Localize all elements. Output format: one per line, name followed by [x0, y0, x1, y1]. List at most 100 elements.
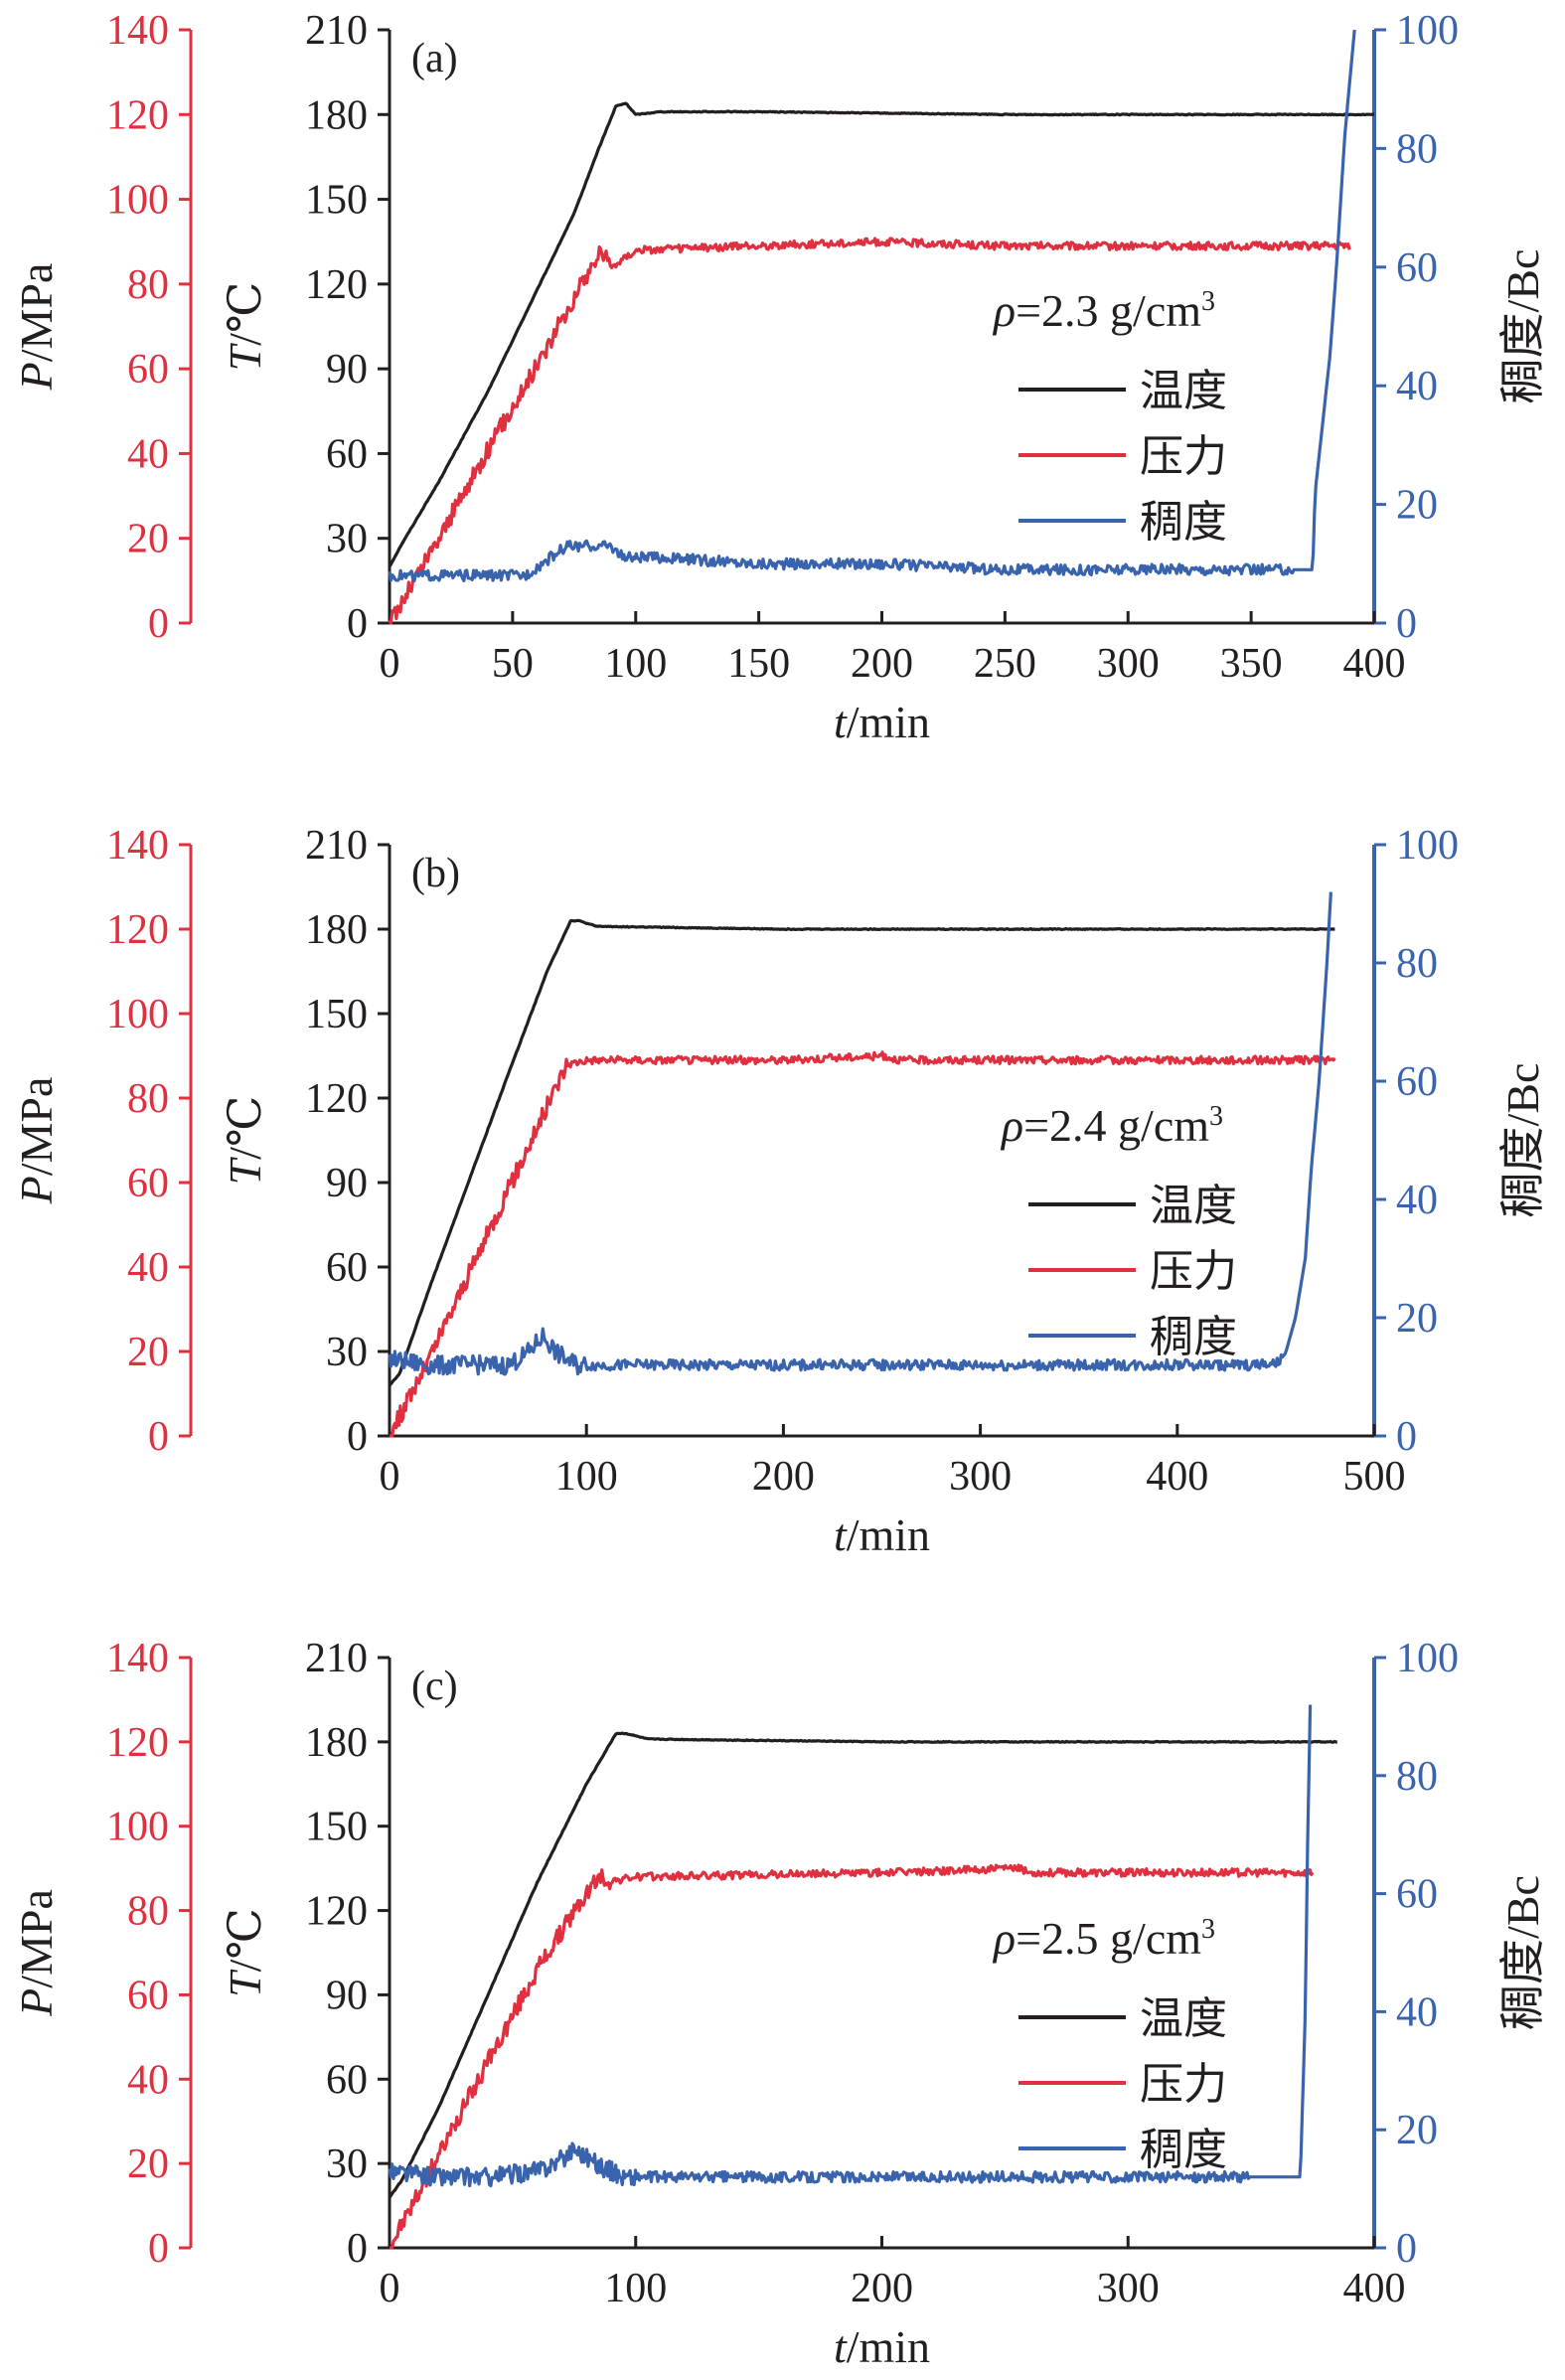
temperature-axis-title: T/℃ — [220, 1096, 270, 1186]
time-tick-label: 400 — [1146, 1454, 1208, 1500]
pressure-series-line — [389, 1050, 1336, 1438]
temperature-axis-title: T/℃ — [220, 1908, 270, 1997]
consistency-axis-title: 稠度/Bc — [1497, 249, 1548, 404]
consistency-tick-label: 0 — [1396, 601, 1417, 647]
pressure-tick-label: 140 — [106, 1636, 169, 1681]
time-tick-label: 250 — [974, 641, 1036, 687]
time-tick-label: 200 — [851, 641, 913, 687]
temperature-tick-label: 60 — [326, 1245, 368, 1291]
pressure-tick-label: 40 — [127, 431, 169, 477]
time-tick-label: 0 — [380, 2266, 400, 2311]
temperature-tick-label: 60 — [326, 2057, 368, 2103]
consistency-series-line — [388, 1704, 1313, 2188]
temperature-tick-label: 90 — [326, 1161, 368, 1206]
pressure-tick-label: 120 — [106, 92, 169, 138]
temperature-series-line — [388, 918, 1335, 1387]
temperature-axis-title: T/℃ — [220, 282, 270, 372]
temperature-tick-label: 90 — [326, 347, 368, 393]
consistency-tick-label: 60 — [1396, 245, 1438, 291]
pressure-tick-label: 20 — [127, 1330, 169, 1375]
chart-panel-a: 0 20 40 60 80 100 120 140 P/MPa 0 30 60 90 120 150 180 2… — [11, 8, 1548, 747]
legend-label-consistency: 稠度 — [1140, 2125, 1227, 2175]
legend-label-consistency: 稠度 — [1140, 497, 1227, 548]
temperature-tick-label: 180 — [305, 92, 368, 138]
time-tick-label: 100 — [555, 1454, 618, 1500]
pressure-axis-title: P/MPa — [11, 263, 62, 392]
temperature-tick-label: 30 — [326, 517, 368, 562]
panel-label: (c) — [411, 1664, 458, 1709]
temperature-tick-label: 60 — [326, 431, 368, 477]
temperature-tick-label: 150 — [305, 178, 368, 224]
legend-label-pressure: 压力 — [1150, 1246, 1237, 1297]
legend-label-temperature: 温度 — [1140, 366, 1227, 416]
pressure-tick-label: 100 — [106, 992, 169, 1037]
pressure-tick-label: 80 — [127, 262, 169, 308]
pressure-tick-label: 20 — [127, 517, 169, 562]
pressure-tick-label: 0 — [148, 2226, 169, 2272]
time-axis-title: t/min — [834, 697, 930, 747]
pressure-tick-label: 100 — [106, 1805, 169, 1850]
legend-label-pressure: 压力 — [1140, 431, 1227, 482]
consistency-tick-label: 80 — [1396, 1754, 1438, 1800]
time-axis-title: t/min — [834, 2321, 930, 2372]
pressure-tick-label: 0 — [148, 1414, 169, 1460]
time-tick-label: 300 — [1097, 641, 1160, 687]
consistency-series-line — [388, 29, 1356, 583]
consistency-tick-label: 100 — [1396, 823, 1459, 869]
time-tick-label: 300 — [949, 1454, 1012, 1500]
consistency-tick-label: 80 — [1396, 126, 1438, 172]
consistency-tick-label: 40 — [1396, 1178, 1438, 1223]
consistency-tick-label: 0 — [1396, 2226, 1417, 2272]
consistency-tick-label: 100 — [1396, 1636, 1459, 1681]
pressure-tick-label: 80 — [127, 1076, 169, 1122]
density-label: ρ=2.3 g/cm3 — [992, 285, 1215, 336]
chart-panel-b: 0 20 40 60 80 100 120 140 P/MPa 0 30 60 90 120 150 180 2… — [11, 823, 1548, 1560]
temperature-tick-label: 210 — [305, 1636, 368, 1681]
temperature-tick-label: 120 — [305, 262, 368, 308]
time-tick-label: 200 — [851, 2266, 913, 2311]
density-label: ρ=2.4 g/cm3 — [1000, 1100, 1223, 1151]
time-tick-label: 300 — [1097, 2266, 1160, 2311]
consistency-tick-label: 20 — [1396, 1296, 1438, 1342]
legend-label-consistency: 稠度 — [1150, 1312, 1237, 1362]
panel-label: (a) — [411, 36, 458, 81]
time-tick-label: 150 — [727, 641, 790, 687]
pressure-tick-label: 60 — [127, 347, 169, 393]
temperature-tick-label: 150 — [305, 992, 368, 1037]
temperature-series-line — [388, 1731, 1338, 2199]
temperature-series-line — [388, 101, 1375, 568]
temperature-tick-label: 30 — [326, 1330, 368, 1375]
panel-label: (b) — [411, 851, 460, 896]
consistency-tick-label: 20 — [1396, 2108, 1438, 2153]
temperature-tick-label: 0 — [347, 601, 368, 647]
pressure-axis-title: P/MPa — [11, 1077, 62, 1205]
legend-label-pressure: 压力 — [1140, 2059, 1227, 2110]
pressure-series-line — [389, 1863, 1315, 2250]
chart-panel-c: 0 20 40 60 80 100 120 140 P/MPa 0 30 60 90 120 150 180 2… — [11, 1636, 1548, 2372]
time-tick-label: 400 — [1343, 2266, 1406, 2311]
pressure-tick-label: 140 — [106, 8, 169, 54]
consistency-axis-title: 稠度/Bc — [1497, 1875, 1548, 2030]
pressure-tick-label: 20 — [127, 2142, 169, 2187]
density-label: ρ=2.5 g/cm3 — [992, 1913, 1215, 1964]
pressure-tick-label: 80 — [127, 1889, 169, 1935]
temperature-tick-label: 120 — [305, 1076, 368, 1122]
time-tick-label: 400 — [1343, 641, 1406, 687]
temperature-tick-label: 180 — [305, 1720, 368, 1766]
consistency-tick-label: 80 — [1396, 941, 1438, 987]
temperature-tick-label: 90 — [326, 1973, 368, 2018]
pressure-axis-title: P/MPa — [11, 1889, 62, 2017]
consistency-tick-label: 0 — [1396, 1414, 1417, 1460]
pressure-tick-label: 140 — [106, 823, 169, 869]
temperature-tick-label: 0 — [347, 1414, 368, 1460]
temperature-tick-label: 120 — [305, 1889, 368, 1935]
time-tick-label: 50 — [492, 641, 534, 687]
consistency-tick-label: 60 — [1396, 1059, 1438, 1105]
time-tick-label: 0 — [380, 1454, 400, 1500]
legend-label-temperature: 温度 — [1140, 1993, 1227, 2044]
temperature-tick-label: 210 — [305, 8, 368, 54]
pressure-tick-label: 60 — [127, 1161, 169, 1206]
temperature-tick-label: 150 — [305, 1805, 368, 1850]
consistency-axis-title: 稠度/Bc — [1497, 1063, 1548, 1218]
